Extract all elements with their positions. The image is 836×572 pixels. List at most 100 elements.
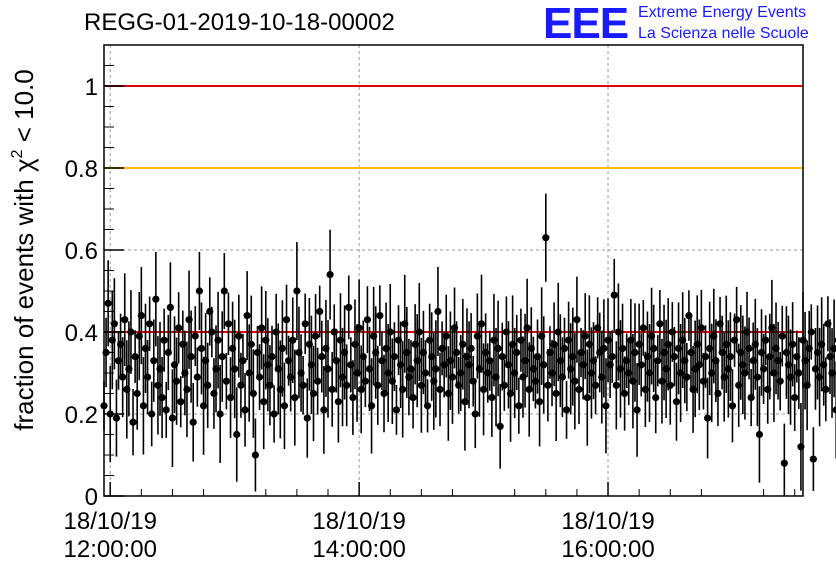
data-point: [249, 389, 257, 398]
data-point: [670, 353, 679, 361]
data-point: [175, 324, 183, 332]
axes: 00.20.40.60.8118/10/1912:00:0018/10/1914…: [64, 65, 796, 563]
data-point: [293, 287, 301, 295]
plot-frame: [103, 44, 804, 497]
data-point: [168, 414, 177, 422]
data-point: [552, 389, 560, 398]
reference-lines: [104, 85, 803, 333]
data-point: [795, 369, 803, 377]
data-point: [672, 398, 681, 406]
data-point: [583, 394, 591, 402]
grid-lines: [104, 45, 803, 496]
data-point: [137, 312, 145, 320]
data-point: [326, 271, 334, 279]
data-point: [523, 324, 531, 332]
data-point: [146, 320, 154, 328]
data-point: [129, 418, 137, 426]
data-point: [133, 389, 141, 398]
data-point: [282, 316, 291, 324]
data-point: [334, 398, 342, 406]
data-point: [542, 234, 550, 242]
data-point: [220, 287, 228, 295]
data-point: [208, 328, 216, 336]
data-point: [776, 377, 784, 385]
data-point: [399, 385, 407, 393]
data-point: [432, 365, 440, 373]
y-tick-label: 0.6: [65, 238, 98, 265]
data-point: [289, 336, 297, 344]
data-point: [656, 320, 664, 328]
data-point: [349, 394, 357, 402]
data-point: [255, 373, 264, 381]
data-point: [608, 353, 616, 361]
data-point: [233, 430, 241, 439]
data-point: [218, 353, 226, 361]
data-point: [303, 414, 311, 422]
data-point: [745, 344, 753, 352]
data-point: [280, 402, 289, 410]
data-point: [309, 389, 318, 398]
data-point: [809, 455, 817, 463]
data-point: [612, 381, 620, 389]
data-point: [759, 365, 768, 373]
data-point: [247, 340, 255, 348]
data-point: [324, 365, 332, 373]
data-point: [355, 324, 363, 332]
data-point: [652, 394, 660, 402]
data-point: [112, 414, 121, 422]
data-point: [633, 406, 641, 414]
data-point: [753, 373, 761, 381]
data-point: [226, 394, 235, 402]
data-point: [299, 381, 307, 389]
data-point: [260, 398, 268, 406]
data-point: [434, 307, 442, 316]
data-point: [195, 287, 204, 295]
data-point: [610, 291, 618, 299]
data-point: [119, 373, 127, 381]
data-point: [714, 389, 722, 398]
data-point: [268, 353, 276, 361]
data-point: [560, 344, 569, 352]
y-tick-label: 0.2: [65, 402, 98, 429]
data-point: [421, 369, 430, 377]
data-point: [270, 410, 278, 418]
data-point: [291, 394, 299, 402]
data-point: [222, 377, 230, 385]
data-point: [733, 316, 741, 324]
data-point: [697, 324, 705, 332]
data-point: [703, 414, 712, 422]
data-point: [392, 406, 401, 414]
data-point: [216, 410, 224, 418]
data-point: [562, 406, 571, 414]
data-point: [423, 402, 432, 410]
data-point: [448, 373, 457, 381]
data-point: [409, 394, 417, 402]
data-point: [496, 422, 504, 430]
data-point: [251, 451, 260, 459]
data-point: [189, 418, 197, 426]
data-point: [488, 394, 496, 402]
data-point: [162, 406, 170, 414]
data-point: [204, 381, 212, 389]
data-point: [618, 344, 627, 352]
logo-line-1: Extreme Energy Events: [638, 4, 807, 21]
data-point: [650, 344, 658, 352]
data-point: [150, 357, 158, 365]
data-point: [197, 344, 206, 352]
data-point: [367, 402, 376, 410]
data-point: [104, 299, 112, 307]
data-point: [789, 340, 797, 348]
data-point: [243, 312, 251, 320]
data-point: [830, 344, 836, 352]
eee-logo: EEE Extreme Energy Events La Scienza nel…: [543, 2, 833, 46]
data-points: [100, 193, 836, 496]
data-point: [515, 402, 523, 410]
data-point: [148, 410, 156, 418]
data-point: [780, 459, 788, 467]
data-point: [121, 316, 129, 324]
data-point: [386, 328, 394, 336]
data-point: [573, 316, 581, 324]
x-tick-label-date: 18/10/19: [312, 508, 405, 535]
data-point: [318, 353, 326, 361]
